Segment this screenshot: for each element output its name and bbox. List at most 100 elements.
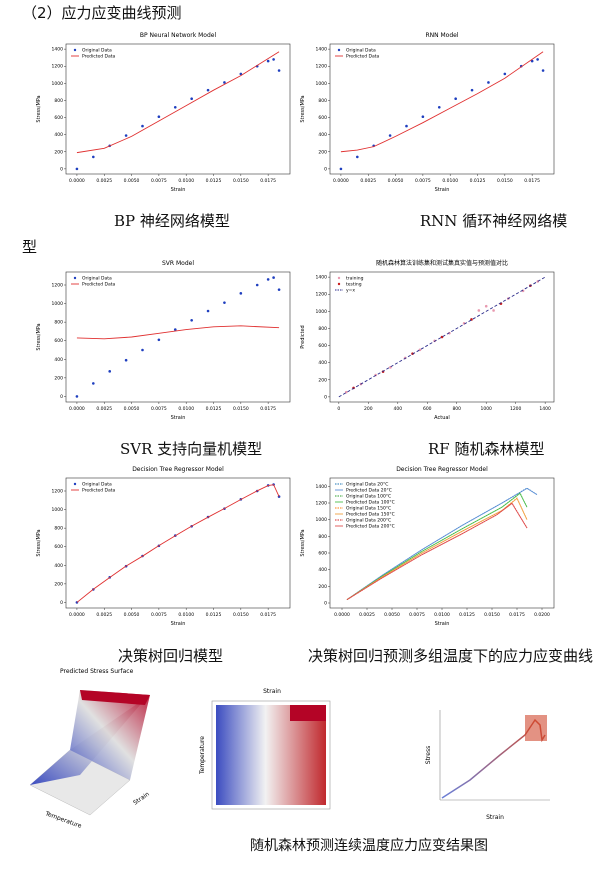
y-tick-label: 1200 xyxy=(52,489,64,495)
stress-band xyxy=(525,715,547,741)
y-tick-label: 0 xyxy=(60,600,63,606)
legend-label: Original Data xyxy=(346,48,376,54)
x-tick-label: 0.0000 xyxy=(69,178,85,184)
caption-row: BP 神经网络模型 RNN 循环神经网络模型 xyxy=(22,208,582,260)
y-tick-label: 1400 xyxy=(316,275,328,281)
legend-label: Predicted Data xyxy=(346,54,380,60)
data-line xyxy=(346,497,528,601)
legend-label: testing xyxy=(346,282,362,288)
y-tick-label: 200 xyxy=(54,149,63,155)
data-point xyxy=(277,288,281,291)
data-point xyxy=(266,278,270,281)
x-tick-label: 0.0100 xyxy=(178,178,194,184)
y-tick-label: 1000 xyxy=(52,301,64,307)
data-point xyxy=(339,167,343,171)
data-point xyxy=(190,97,193,101)
x-tick-label: 0.0150 xyxy=(233,178,249,184)
x-tick-label: 0.0125 xyxy=(206,612,222,618)
chart-title: BP Neural Network Model xyxy=(140,32,217,39)
y-tick-label: 400 xyxy=(318,132,327,138)
y-tick-label: 200 xyxy=(54,581,63,587)
caption: RF 随机森林模型 xyxy=(428,440,545,458)
x-tick-label: 0.0025 xyxy=(96,406,112,412)
x-tick-label: 0.0050 xyxy=(124,406,140,412)
y-tick-label: 1400 xyxy=(316,484,328,490)
x-tick-label: 0.0125 xyxy=(459,612,475,618)
plot-frame xyxy=(329,43,555,175)
chart-title: Decision Tree Regressor Model xyxy=(396,466,488,473)
x-tick-label: 0.0025 xyxy=(96,612,112,618)
y-tick-label: 200 xyxy=(318,377,327,383)
y-tick-label: 600 xyxy=(318,551,327,557)
data-point xyxy=(190,318,193,322)
x-tick-label: 0.0000 xyxy=(334,612,350,618)
x-tick-label: 800 xyxy=(452,406,461,412)
x-tick-label: 0.0075 xyxy=(151,178,167,184)
data-point xyxy=(477,309,481,312)
surface-top xyxy=(80,690,150,705)
x-tick-label: 0.0125 xyxy=(206,178,222,184)
y-tick-label: 0 xyxy=(60,166,63,172)
data-point xyxy=(223,81,226,84)
data-point xyxy=(437,105,441,109)
axis-label: Strain xyxy=(486,814,504,821)
y-tick-label: 600 xyxy=(54,544,63,550)
data-point xyxy=(206,88,210,92)
y-tick-label: 1000 xyxy=(316,309,328,315)
data-point xyxy=(421,115,425,118)
x-tick-label: 0.0025 xyxy=(359,612,375,618)
y-tick-label: 0 xyxy=(324,166,327,172)
data-point xyxy=(239,72,243,76)
y-tick-label: 400 xyxy=(318,567,327,573)
axis-label: Strain xyxy=(263,688,281,695)
data-line xyxy=(346,487,538,601)
y-tick-label: 1200 xyxy=(316,64,328,70)
axis-label: Temperature xyxy=(43,810,82,830)
x-tick-label: 0.0150 xyxy=(497,178,513,184)
data-point xyxy=(92,155,95,159)
y-tick-label: 0 xyxy=(324,601,327,607)
y-tick-label: 1400 xyxy=(52,47,64,53)
chart-title: SVR Model xyxy=(162,260,194,267)
data-line xyxy=(76,325,280,340)
heatmap xyxy=(216,705,326,805)
legend-label: training xyxy=(346,276,364,282)
data-point xyxy=(487,81,490,84)
y-axis-label: Stress/MPa xyxy=(300,529,306,556)
chart-title: RNN Model xyxy=(425,32,458,39)
y-tick-label: 800 xyxy=(54,98,63,104)
y-tick-label: 1000 xyxy=(316,517,328,523)
legend-marker xyxy=(337,276,341,280)
y-axis-label: Stress/MPa xyxy=(300,95,306,122)
chart-title: Decision Tree Regressor Model xyxy=(132,466,224,473)
surface-title: Predicted Stress Surface xyxy=(60,668,134,675)
plot-frame xyxy=(65,271,291,403)
legend-label: Original Data 20°C xyxy=(346,482,388,488)
data-point xyxy=(157,338,161,342)
legend-label: Predicted Data xyxy=(82,282,116,288)
y-axis-label: Predicted xyxy=(300,325,306,348)
y-tick-label: 1000 xyxy=(316,81,328,87)
axis-label: Strain xyxy=(132,791,151,807)
x-tick-label: 0.0050 xyxy=(124,612,140,618)
y-tick-label: 400 xyxy=(54,357,63,363)
data-point xyxy=(405,124,408,128)
data-point xyxy=(124,134,128,137)
y-axis-label: Stress/MPa xyxy=(36,323,42,350)
y-tick-label: 1000 xyxy=(52,81,64,87)
x-tick-label: 0.0175 xyxy=(509,612,525,618)
x-tick-label: 1200 xyxy=(510,406,522,412)
x-tick-label: 1000 xyxy=(480,406,492,412)
y-tick-label: 800 xyxy=(54,320,63,326)
x-axis-label: Strain xyxy=(171,187,186,193)
y-tick-label: 1200 xyxy=(316,501,328,507)
legend-label: Original Data 150°C xyxy=(346,506,391,512)
legend-label: Original Data 200°C xyxy=(346,518,391,524)
legend-marker xyxy=(73,48,77,52)
x-tick-label: 0.0075 xyxy=(409,612,425,618)
caption: 随机森林预测连续温度应力应变结果图 xyxy=(250,838,488,854)
legend-label: Predicted Data 20°C xyxy=(346,488,392,494)
caption: 决策树回归模型 xyxy=(118,647,224,665)
x-tick-label: 0.0100 xyxy=(434,612,450,618)
x-tick-label: 0.0150 xyxy=(484,612,500,618)
